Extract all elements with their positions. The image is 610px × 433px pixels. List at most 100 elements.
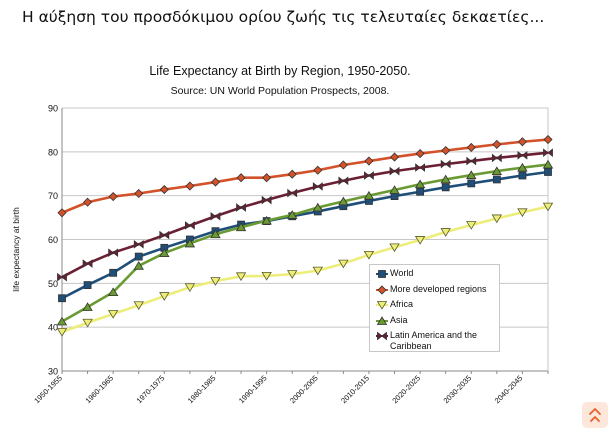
data-point-latin-america-and-the-caribbean <box>287 188 298 198</box>
data-point-more-developed-regions <box>108 191 118 202</box>
data-point-latin-america-and-the-caribbean <box>57 272 67 282</box>
data-point-more-developed-regions <box>389 152 400 162</box>
data-point-asia <box>184 238 196 248</box>
data-point-asia <box>491 166 503 176</box>
data-point-world <box>441 183 450 192</box>
series-line-more-developed-regions <box>61 138 549 214</box>
y-tick-label: 80 <box>48 147 58 157</box>
data-point-asia <box>542 159 554 169</box>
data-point-more-developed-regions <box>210 177 221 187</box>
data-point-asia <box>107 287 119 297</box>
legend-marker-asia <box>376 315 388 325</box>
data-point-asia <box>389 185 400 194</box>
data-point-more-developed-regions <box>441 145 451 156</box>
slide-title: Η αύξηση του προσδόκιμου ορίου ζωής τις … <box>22 8 545 26</box>
y-axis-title: life expectancy at birth <box>11 207 21 292</box>
data-point-more-developed-regions <box>262 173 272 183</box>
data-point-asia <box>312 202 323 212</box>
series-line-world <box>61 170 549 300</box>
x-tick-label: 2010-2015 <box>339 373 371 405</box>
data-point-latin-america-and-the-caribbean <box>210 211 221 221</box>
data-point-more-developed-regions <box>287 169 297 179</box>
data-point-asia <box>287 210 298 219</box>
data-point-more-developed-regions <box>415 149 425 159</box>
data-point-more-developed-regions <box>543 134 553 145</box>
data-point-world <box>518 171 527 180</box>
data-point-asia <box>210 229 221 239</box>
data-point-latin-america-and-the-caribbean <box>364 171 374 180</box>
data-point-africa <box>542 202 554 212</box>
data-point-world <box>544 168 552 176</box>
data-point-africa <box>466 221 477 230</box>
data-point-world <box>83 281 92 289</box>
data-point-asia <box>82 302 93 311</box>
data-point-asia <box>159 248 170 257</box>
data-point-africa <box>338 259 349 269</box>
data-point-more-developed-regions <box>57 208 67 218</box>
data-point-asia <box>56 316 68 326</box>
data-point-asia <box>338 196 349 206</box>
data-point-latin-america-and-the-caribbean <box>440 159 451 169</box>
y-tick-label: 70 <box>48 191 58 201</box>
x-tick-label: 1990-1995 <box>237 373 269 405</box>
y-tick-label: 90 <box>48 104 58 114</box>
series-line-africa <box>61 205 549 334</box>
legend-item-world: World <box>376 268 499 279</box>
data-point-africa <box>235 272 247 282</box>
legend-label-africa: Africa <box>390 299 414 309</box>
data-point-world <box>58 294 66 303</box>
data-point-world <box>416 187 425 196</box>
data-point-asia <box>414 179 426 189</box>
data-point-more-developed-regions <box>338 160 348 170</box>
legend-swatch-more-developed-regions <box>376 284 388 295</box>
data-point-asia <box>133 261 144 270</box>
chart-subtitle: Source: UN World Population Prospects, 2… <box>170 85 390 97</box>
data-point-latin-america-and-the-caribbean <box>108 248 119 257</box>
data-point-latin-america-and-the-caribbean <box>415 163 426 172</box>
legend-item-more-developed-regions: More developed regions <box>376 284 499 295</box>
legend-label-asia: Asia <box>390 314 408 325</box>
legend-swatch-latin-america-and-the-caribbean <box>376 331 388 341</box>
data-point-africa <box>363 250 375 260</box>
data-point-africa <box>107 310 119 319</box>
directional-arrows-glyph <box>589 408 601 422</box>
data-point-asia <box>517 162 528 172</box>
data-point-asia <box>466 170 477 179</box>
data-point-latin-america-and-the-caribbean <box>312 182 323 191</box>
legend-swatch-africa <box>376 301 388 310</box>
data-point-more-developed-regions <box>236 173 246 183</box>
legend-marker-world <box>378 270 386 278</box>
y-tick-label: 60 <box>48 235 58 245</box>
legend-label-world: World <box>390 268 414 278</box>
x-tick-label: 2020-2025 <box>390 373 422 405</box>
data-point-africa <box>517 208 528 218</box>
x-tick-label: 1980-1985 <box>186 373 218 405</box>
series-line-asia <box>61 163 549 323</box>
data-point-africa <box>440 228 451 237</box>
data-point-africa <box>56 328 68 337</box>
data-point-more-developed-regions <box>83 197 93 207</box>
legend-swatch-world <box>376 270 388 278</box>
chart-title: Life Expectancy at Birth by Region, 1950… <box>149 64 411 78</box>
data-point-more-developed-regions <box>159 184 169 195</box>
data-point-africa <box>133 301 144 311</box>
data-point-africa <box>261 271 272 281</box>
data-point-world <box>109 268 118 277</box>
chart-legend: World More developed regions Africa Asia Lat… <box>369 264 500 352</box>
data-point-latin-america-and-the-caribbean <box>184 221 195 230</box>
data-point-latin-america-and-the-caribbean <box>338 176 349 186</box>
data-point-latin-america-and-the-caribbean <box>543 148 553 158</box>
data-point-more-developed-regions <box>517 137 527 147</box>
legend-swatch-asia <box>376 315 388 325</box>
directional-arrows-icon[interactable] <box>582 402 608 428</box>
data-point-africa <box>389 243 400 253</box>
x-tick-label: 1970-1975 <box>135 373 167 405</box>
legend-marker-africa <box>376 301 388 310</box>
data-point-more-developed-regions <box>313 165 323 175</box>
y-tick-label: 50 <box>48 279 58 289</box>
data-point-latin-america-and-the-caribbean <box>236 203 246 212</box>
data-point-latin-america-and-the-caribbean <box>389 166 400 176</box>
y-tick-label: 30 <box>48 367 58 377</box>
legend-marker-latin-america-and-the-caribbean <box>377 331 387 341</box>
data-point-asia <box>235 222 247 232</box>
